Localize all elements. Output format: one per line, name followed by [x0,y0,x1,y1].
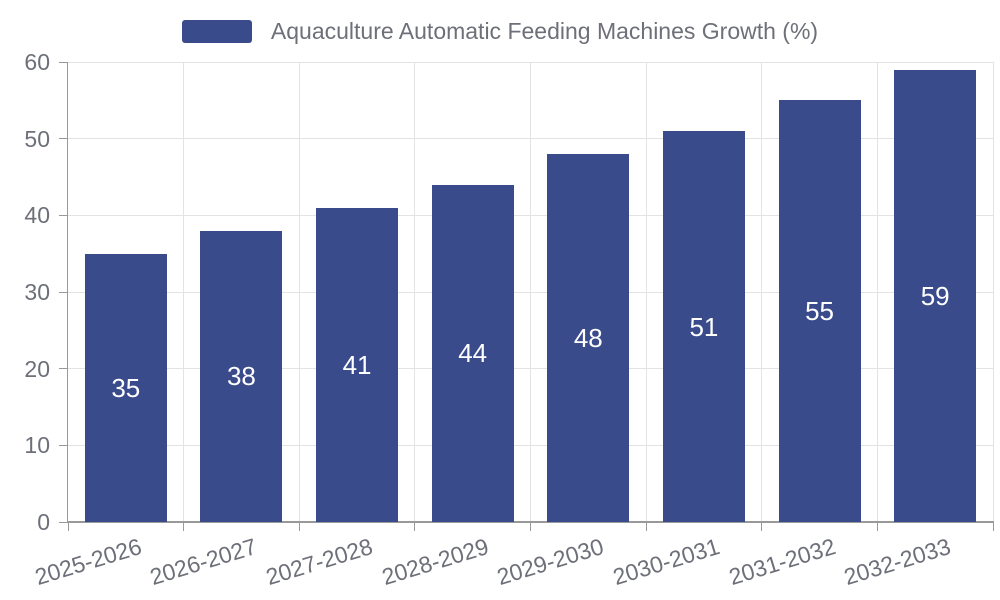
bar-value-label: 44 [458,338,488,369]
bar-value-label: 55 [805,296,835,327]
y-axis-label: 60 [24,49,50,75]
y-axis-tick [59,138,68,140]
y-axis-tick [59,214,68,216]
x-axis-line [68,521,994,523]
gridline-vertical [530,62,531,522]
y-axis-tick [59,368,68,370]
x-axis-label: 2025-2026 [31,533,145,591]
x-axis-tick [761,523,763,531]
x-axis-tick [530,523,531,531]
x-axis-label: 2032-2033 [840,533,954,591]
y-axis-label: 20 [24,355,50,382]
bar-2031-2032[interactable]: 55 [778,100,861,522]
bar-2028-2029[interactable]: 44 [431,184,514,522]
x-axis-tick [876,523,878,531]
y-axis-tick [59,291,68,293]
y-axis-tick [59,521,68,523]
bar-value-label: 35 [111,372,141,403]
bar-value-label: 59 [920,280,950,311]
x-axis-tick [992,523,994,531]
bar-2025-2026[interactable]: 35 [84,253,167,522]
legend-label: Aquaculture Automatic Feeding Machines G… [270,18,819,44]
x-axis-tick [183,523,185,531]
bar-2029-2030[interactable]: 48 [547,154,630,522]
y-axis-tick [59,444,68,446]
gridline-vertical [183,62,185,522]
x-axis-label: 2031-2032 [725,533,839,591]
legend-swatch [181,19,252,43]
bar-2027-2028[interactable]: 41 [316,207,399,522]
bar-2026-2027[interactable]: 38 [200,230,283,522]
x-axis-label: 2027-2028 [262,533,376,591]
bar-value-label: 48 [573,323,603,353]
gridline-vertical [298,62,300,522]
y-axis-label: 30 [24,279,50,305]
bar-2030-2031[interactable]: 51 [662,131,745,522]
x-axis-label: 2028-2029 [378,533,492,591]
bar-2032-2033[interactable]: 59 [894,69,977,522]
y-axis-tick [59,61,68,63]
gridline-vertical [414,62,416,522]
y-axis-label: 0 [37,509,50,535]
bar-value-label: 38 [226,361,256,392]
y-axis-label: 10 [24,432,50,459]
gridline-vertical [645,62,647,522]
gridline-vertical [876,62,878,522]
gridline-vertical [761,62,763,522]
gridline-vertical [992,62,994,522]
chart-legend-item[interactable]: Aquaculture Automatic Feeding Machines G… [0,18,1000,44]
x-axis-tick [67,523,69,531]
y-axis-label: 50 [24,125,50,152]
y-axis-label: 40 [24,202,50,229]
bar-value-label: 51 [689,311,719,342]
x-axis-tick [414,523,416,531]
x-axis-label: 2026-2027 [147,533,261,591]
y-axis-line [67,62,68,522]
x-axis-label: 2029-2030 [494,533,607,591]
x-axis-tick [298,523,300,531]
x-axis-label: 2030-2031 [609,533,723,591]
bar-value-label: 41 [342,349,372,380]
x-axis-tick [645,523,647,531]
